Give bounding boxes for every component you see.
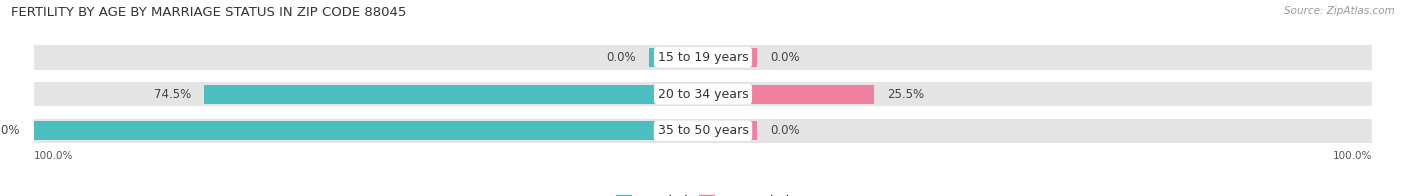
Bar: [703, 48, 756, 67]
Bar: [34, 121, 703, 140]
Text: 100.0%: 100.0%: [0, 124, 21, 137]
Legend: Married, Unmarried: Married, Unmarried: [616, 195, 790, 196]
Text: 100.0%: 100.0%: [34, 152, 73, 162]
Text: 0.0%: 0.0%: [606, 51, 636, 64]
Text: 0.0%: 0.0%: [770, 124, 800, 137]
Text: 35 to 50 years: 35 to 50 years: [658, 124, 748, 137]
Text: 20 to 34 years: 20 to 34 years: [658, 88, 748, 101]
Text: 74.5%: 74.5%: [153, 88, 191, 101]
Text: 15 to 19 years: 15 to 19 years: [658, 51, 748, 64]
Bar: [204, 84, 703, 104]
Text: FERTILITY BY AGE BY MARRIAGE STATUS IN ZIP CODE 88045: FERTILITY BY AGE BY MARRIAGE STATUS IN Z…: [11, 6, 406, 19]
Bar: [34, 119, 1372, 143]
Text: 0.0%: 0.0%: [770, 51, 800, 64]
Bar: [34, 82, 1372, 106]
Text: 25.5%: 25.5%: [887, 88, 924, 101]
Bar: [703, 121, 756, 140]
Text: 100.0%: 100.0%: [1333, 152, 1372, 162]
Text: Source: ZipAtlas.com: Source: ZipAtlas.com: [1284, 6, 1395, 16]
Bar: [650, 48, 703, 67]
Bar: [703, 84, 873, 104]
Bar: [34, 45, 1372, 70]
